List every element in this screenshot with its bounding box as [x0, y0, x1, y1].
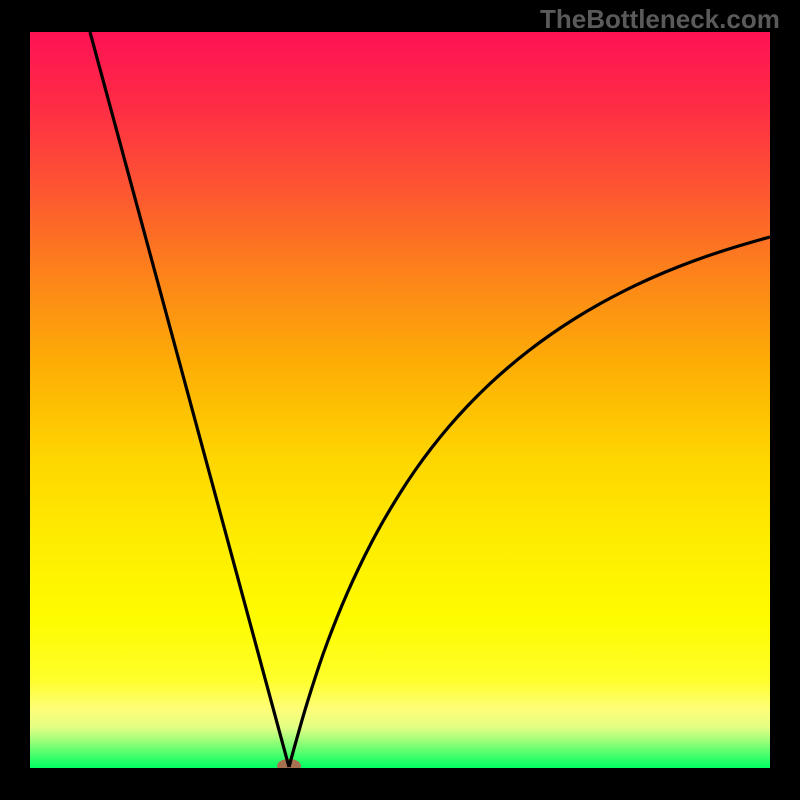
watermark-text: TheBottleneck.com [540, 4, 780, 35]
chart-container: TheBottleneck.com [0, 0, 800, 800]
curve-layer [30, 32, 770, 768]
plot-area [30, 32, 770, 768]
curve-right-segment [289, 237, 770, 767]
curve-left-segment [90, 32, 289, 767]
